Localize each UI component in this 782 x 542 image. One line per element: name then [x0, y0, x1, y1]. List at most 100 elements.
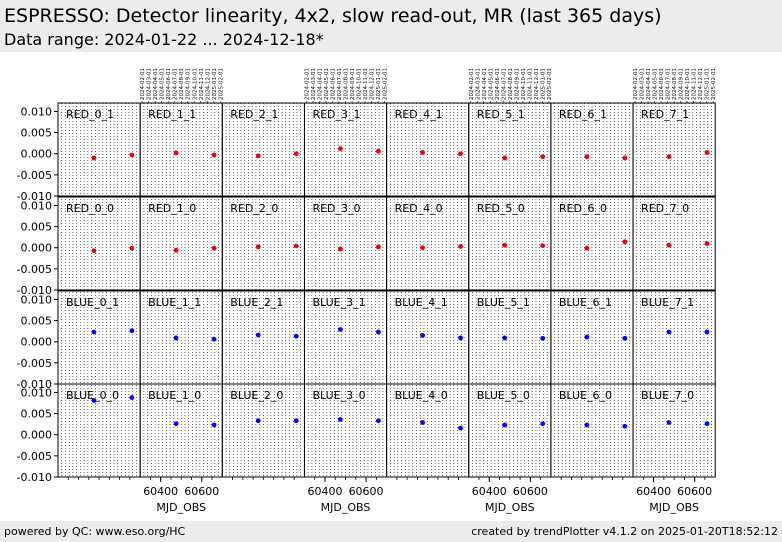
data-point: [129, 245, 135, 251]
panel-label: RED_0_1: [66, 108, 114, 121]
panel-label: RED_4_0: [395, 202, 443, 215]
data-point: [704, 329, 710, 335]
date-tick-label: 2024-08-01: [672, 68, 678, 100]
panel-label: BLUE_7_1: [641, 296, 694, 309]
data-point: [375, 329, 381, 335]
panel-label: RED_2_0: [230, 202, 278, 215]
panel-label: BLUE_5_1: [477, 296, 530, 309]
date-tick-label: 2025-02-01: [711, 68, 717, 100]
date-tick-label: 2024-11-01: [199, 68, 205, 100]
x-tick-label: 60400: [307, 485, 342, 498]
data-point: [420, 332, 425, 338]
x-axis-label: MJD_OBS: [321, 501, 371, 514]
panel-label: BLUE_0_0: [66, 389, 119, 402]
data-point: [420, 150, 425, 155]
data-point: [540, 154, 546, 160]
y-tick-label: -0.010: [17, 284, 52, 297]
x-tick-label: 60600: [513, 485, 548, 498]
panel-frame: [632, 196, 716, 291]
panel-label: BLUE_1_1: [148, 296, 201, 309]
date-tick-label: 2024-10-01: [192, 68, 198, 100]
panel-label: BLUE_1_0: [148, 389, 201, 402]
panel-label: BLUE_4_1: [395, 296, 448, 309]
date-tick-label: 2025-02-01: [383, 68, 389, 100]
date-tick-label: 2024-11-01: [692, 68, 698, 100]
panel-label: RED_7_0: [641, 202, 689, 215]
date-tick-label: 2024-05-01: [488, 68, 494, 100]
y-tick-label: -0.005: [17, 263, 52, 276]
y-tick-label: 0.000: [21, 429, 53, 442]
date-tick-label: 2024-06-01: [659, 68, 665, 100]
date-tick-label: 2024-06-01: [166, 68, 172, 100]
y-tick-label: 0.005: [21, 408, 53, 421]
data-point: [584, 245, 590, 251]
data-point: [584, 422, 590, 428]
data-point: [502, 335, 508, 341]
date-tick-label: 2024-03-01: [147, 68, 153, 100]
page-title: ESPRESSO: Detector linearity, 4x2, slow …: [4, 5, 662, 27]
date-tick-label: 2024-08-01: [179, 68, 185, 100]
data-point: [502, 422, 508, 428]
panel-label: BLUE_2_1: [230, 296, 283, 309]
data-point: [91, 398, 97, 403]
data-point: [584, 334, 590, 340]
panel-label: RED_3_0: [312, 202, 360, 215]
date-tick-label: 2024-10-01: [685, 68, 691, 100]
date-tick-label: 2024-04-01: [317, 68, 323, 100]
data-point: [704, 421, 710, 427]
footer-created-by: created by trendPlotter v4.1.2 on 2025-0…: [471, 525, 778, 538]
footer-powered-by: powered by QC: www.eso.org/HC: [4, 525, 186, 538]
x-tick-label: 60600: [184, 485, 219, 498]
panel-label: RED_1_0: [148, 202, 196, 215]
panel-label: RED_0_0: [66, 202, 114, 215]
date-tick-label: 2024-03-01: [640, 68, 646, 100]
date-tick-label: 2024-07-01: [173, 68, 179, 100]
date-tick-label: 2024-10-01: [357, 68, 363, 100]
date-tick-label: 2024-07-01: [337, 68, 343, 100]
y-tick-label: 0.005: [21, 315, 53, 328]
date-tick-label: 2024-09-01: [186, 68, 192, 100]
trend-plot-grid: RED_0_1 RED_1_1 RED_2_1 RED_3_1 RED_4_1 RED_5…: [17, 68, 718, 514]
data-point: [173, 247, 179, 253]
date-tick-label: 2024-09-01: [350, 68, 356, 100]
data-point: [704, 150, 710, 155]
date-tick-label: 2025-02-01: [547, 68, 553, 100]
date-tick-label: 2024-02-01: [304, 68, 310, 100]
y-tick-label: -0.010: [17, 471, 52, 484]
panel-label: RED_5_1: [477, 108, 525, 121]
date-tick-label: 2024-03-01: [311, 68, 317, 100]
data-point: [458, 335, 463, 341]
data-point: [293, 243, 299, 249]
data-point: [420, 245, 425, 251]
data-point: [622, 423, 628, 429]
data-point: [540, 421, 546, 427]
data-point: [173, 150, 179, 156]
data-point: [211, 336, 217, 342]
panel-label: BLUE_6_1: [559, 296, 612, 309]
data-point: [255, 244, 261, 250]
data-point: [375, 244, 381, 250]
data-point: [375, 148, 381, 154]
date-tick-label: 2024-09-01: [679, 68, 685, 100]
data-point: [458, 425, 463, 431]
date-tick-label: 2025-01-01: [212, 68, 218, 100]
panel-label: BLUE_6_0: [559, 389, 612, 402]
data-point: [129, 395, 135, 400]
data-point: [375, 418, 381, 424]
date-tick-label: 2025-01-01: [705, 68, 711, 100]
x-axis-label: MJD_OBS: [156, 501, 206, 514]
date-tick-label: 2024-02-01: [140, 68, 146, 100]
data-point: [622, 239, 628, 245]
date-tick-label: 2024-02-01: [469, 68, 475, 100]
y-tick-label: 0.010: [21, 199, 53, 212]
date-tick-label: 2024-08-01: [344, 68, 350, 100]
y-tick-label: 0.010: [21, 386, 53, 399]
y-tick-label: -0.010: [17, 190, 52, 203]
data-point: [337, 417, 343, 422]
x-tick-label: 60400: [472, 485, 507, 498]
y-tick-label: -0.005: [17, 450, 52, 463]
panel-label: BLUE_7_0: [641, 389, 694, 402]
date-tick-label: 2024-12-01: [205, 68, 211, 100]
x-axis-label: MJD_OBS: [649, 501, 699, 514]
data-point: [666, 329, 672, 335]
